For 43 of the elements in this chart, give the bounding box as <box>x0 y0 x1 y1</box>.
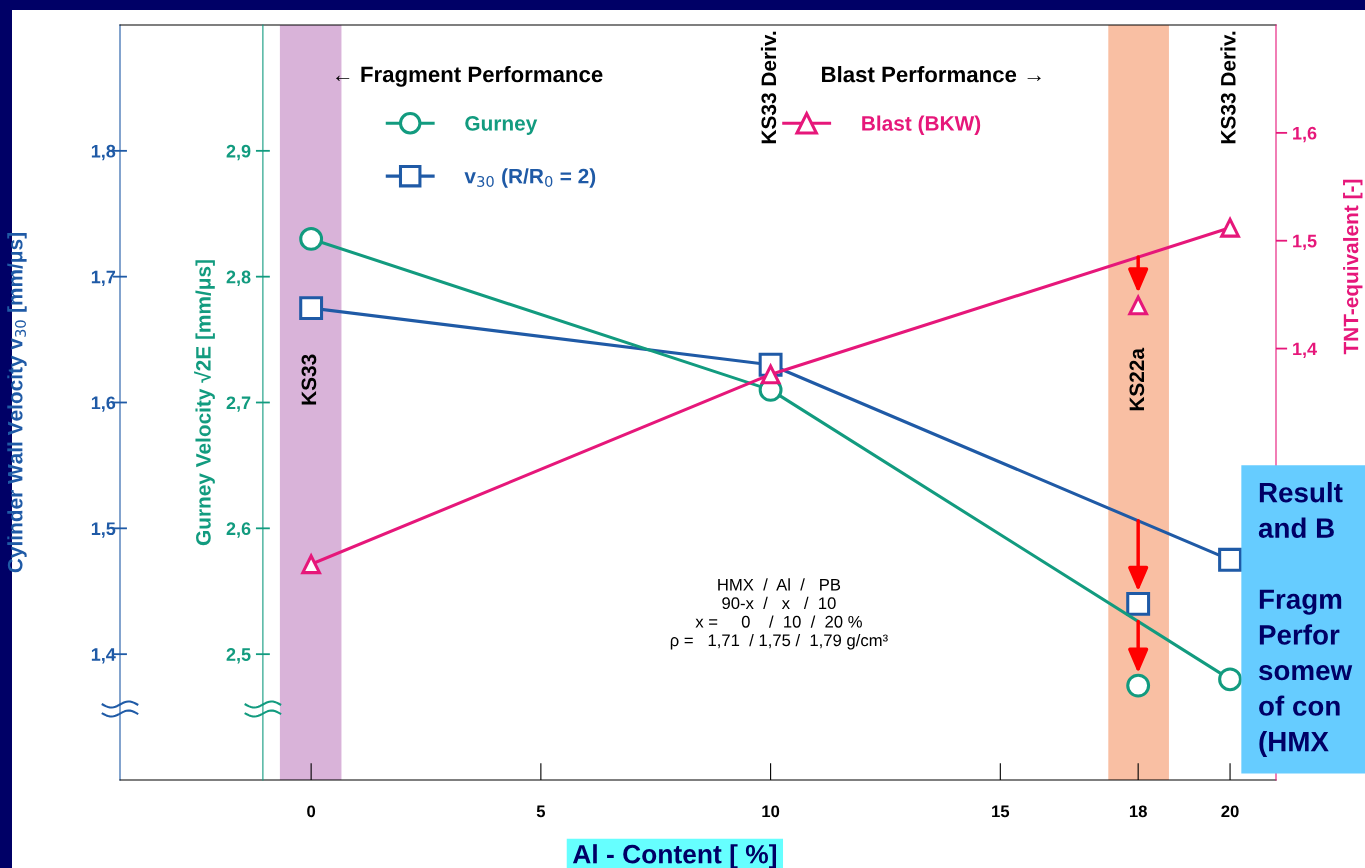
point <box>1218 667 1242 692</box>
x-tick-label: 0 <box>307 805 316 818</box>
y3-tick-label: 1,6 <box>1293 126 1317 143</box>
y2-tick-label: 2,6 <box>226 522 251 538</box>
y2-tick-label: 2,5 <box>226 648 251 664</box>
point <box>1127 293 1149 316</box>
x-tick-label: 5 <box>536 805 546 818</box>
point <box>1126 591 1151 616</box>
band-label: KS33 <box>301 354 317 405</box>
x-tick-label: 10 <box>762 805 780 818</box>
point <box>1126 673 1151 698</box>
y2-tick-label: 2,7 <box>226 396 251 412</box>
y2-axis-title: Gurney Velocity √2E [mm/μs] <box>194 260 215 546</box>
y-axis-title: Cylinder Wall Velocity v$_{30}$ [mm/μs] <box>7 233 27 573</box>
point <box>299 296 324 321</box>
y3-tick-label: 1,4 <box>1293 342 1317 358</box>
y2-tick-label: 2,8 <box>226 270 251 286</box>
legend-label: Blast (BKW) <box>862 115 981 135</box>
point <box>299 226 324 251</box>
y-tick-label: 1,7 <box>91 270 116 286</box>
annotation: KS33 Deriv. <box>760 31 777 144</box>
x-axis-title: Al - Content [ %] <box>572 844 777 868</box>
legend-label: v$_{30}$ (R/R$_{0}$ = 2) <box>464 168 596 188</box>
y3-axis-title: TNT-equivalent [-] <box>1343 179 1363 355</box>
point <box>1218 547 1242 572</box>
x-tick-label: 15 <box>992 805 1010 818</box>
annotation: KS33 Deriv. <box>1220 31 1236 144</box>
annotation: Blast Performance → <box>822 65 1041 83</box>
text: Result and B Fragm Perfor somew of con (HMX <box>1258 482 1353 757</box>
point <box>301 554 321 575</box>
x-tick-label: 18 <box>1129 805 1147 818</box>
legend-label: Gurney <box>465 116 538 135</box>
y-tick-label: 1,5 <box>91 522 116 538</box>
y3-tick-label: 1,5 <box>1293 234 1317 251</box>
y-tick-label: 1,4 <box>91 648 116 664</box>
annotation: HMX / Al / PB 90-x / x / 10 x = 0 / 10 / 20 % ρ = 1,71 / 1,75 / 1,79 g/cm³ <box>670 578 888 650</box>
band-label: KS22a <box>1129 347 1145 411</box>
x-tick-label: 20 <box>1221 805 1239 818</box>
y2-tick-label: 2,9 <box>226 144 251 161</box>
y-tick-label: 1,8 <box>91 144 116 161</box>
point <box>1220 217 1240 238</box>
y-tick-label: 1,6 <box>91 396 116 412</box>
annotation: ← Fragment Performance <box>336 65 603 87</box>
